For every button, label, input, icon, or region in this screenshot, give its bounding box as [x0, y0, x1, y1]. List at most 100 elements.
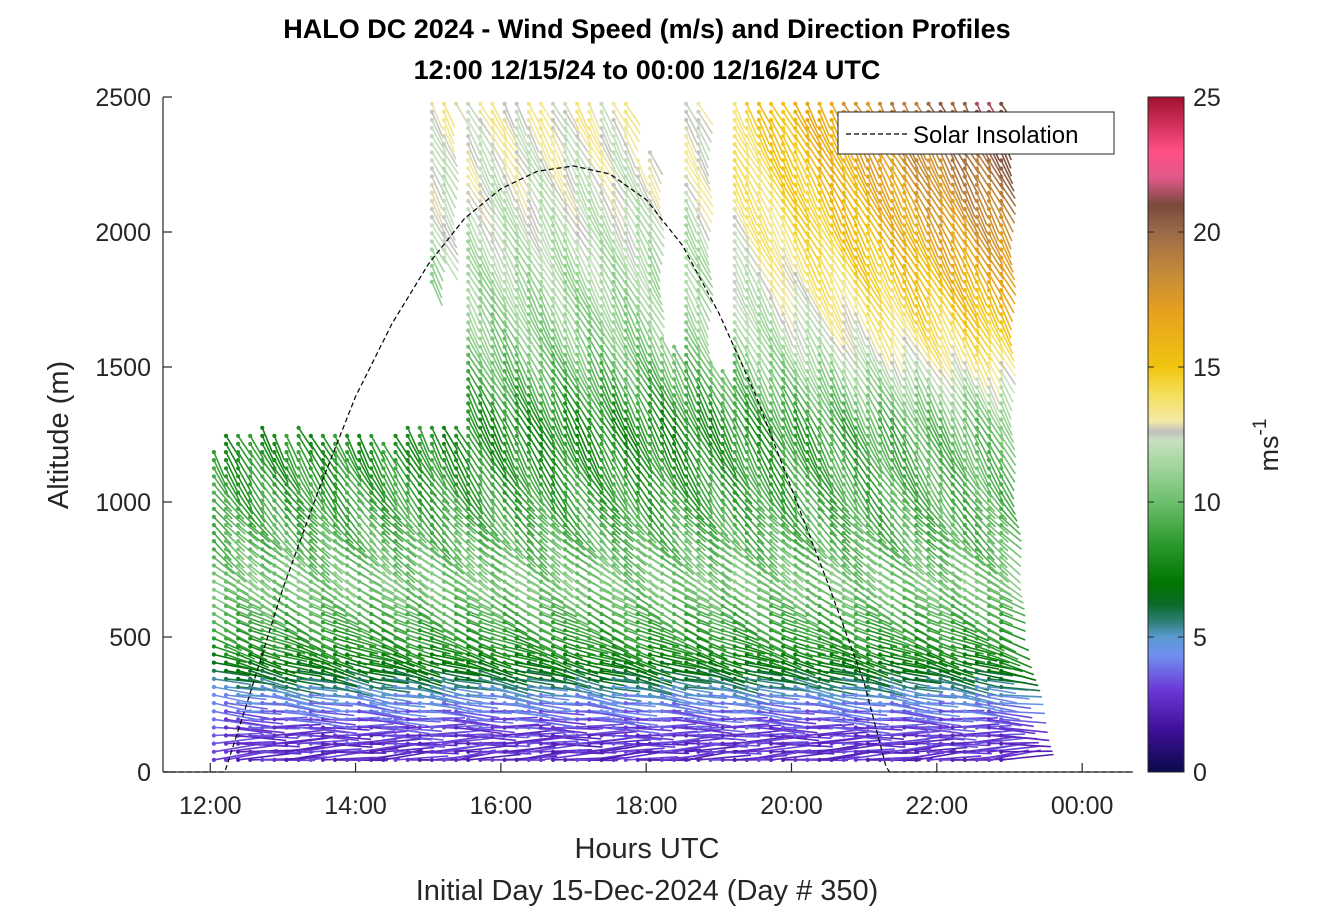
wind-barb-dot	[659, 417, 665, 422]
wind-barb-dot	[587, 603, 592, 609]
wind-barb-dot	[611, 555, 616, 560]
wind-barb-dot	[684, 652, 689, 657]
wind-barb-dot	[575, 490, 580, 495]
wind-barb	[491, 281, 507, 305]
wind-barb	[612, 330, 628, 354]
wind-barb-dot	[538, 190, 544, 195]
wind-barb-dot	[357, 498, 362, 503]
wind-barb-dot	[696, 304, 701, 309]
wind-barb	[685, 159, 701, 184]
wind-barb-dot	[502, 692, 507, 698]
wind-barb-dot	[490, 506, 495, 511]
wind-barb-dot	[405, 652, 410, 657]
wind-barb-dot	[611, 288, 616, 293]
wind-barb-dot	[538, 126, 544, 131]
wind-barb-dot	[575, 450, 580, 455]
wind-barb	[431, 176, 444, 201]
wind-barb-dot	[635, 369, 640, 374]
wind-barb-dot	[538, 668, 544, 673]
wind-barb-dot	[684, 458, 689, 463]
wind-barb-dot	[623, 215, 628, 220]
wind-barb-dot	[223, 571, 229, 576]
wind-barb-dot	[211, 652, 216, 657]
wind-barb	[540, 330, 554, 354]
wind-barb-dot	[611, 450, 616, 455]
wind-barb	[649, 621, 674, 634]
wind-barb	[394, 475, 410, 500]
wind-barb-dot	[441, 182, 447, 187]
wind-barb	[649, 354, 661, 380]
wind-barb-dot	[672, 668, 677, 673]
wind-barb	[467, 467, 482, 492]
wind-barb	[322, 661, 356, 677]
wind-barb-dot	[369, 539, 374, 544]
wind-barb	[358, 443, 370, 469]
wind-barb	[588, 281, 600, 307]
wind-barb-dot	[441, 441, 447, 446]
wind-barb-dot	[260, 644, 265, 649]
wind-barb-dot	[514, 530, 519, 536]
wind-barb-dot	[526, 352, 531, 357]
wind-barb-dot	[550, 603, 556, 609]
wind-barb-dot	[575, 425, 580, 430]
wind-barb-dot	[696, 279, 701, 284]
wind-barb	[515, 435, 529, 460]
wind-barb-dot	[466, 150, 471, 155]
wind-barb-dot	[696, 676, 701, 682]
wind-barb-dot	[611, 514, 616, 520]
wind-barb	[370, 516, 391, 536]
wind-barb-dot	[405, 660, 410, 665]
wind-barb-dot	[563, 336, 568, 341]
wind-barb-dot	[708, 709, 713, 714]
wind-barb	[479, 435, 494, 459]
wind-barb	[649, 281, 663, 306]
wind-barb-dot	[260, 506, 265, 511]
wind-barb-dot	[563, 320, 568, 325]
wind-barb-dot	[514, 320, 519, 325]
wind-barb-dot	[538, 134, 544, 139]
wind-barb-dot	[514, 676, 519, 682]
wind-barb-dot	[345, 660, 350, 665]
wind-barb-dot	[563, 579, 568, 584]
wind-barb-dot	[478, 741, 483, 746]
wind-barb-dot	[272, 490, 277, 495]
wind-barb-dot	[599, 166, 604, 171]
wind-barb-dot	[647, 182, 653, 187]
wind-barb-dot	[272, 692, 277, 698]
wind-barb	[649, 273, 662, 298]
wind-barb	[649, 629, 675, 640]
wind-barb-dot	[514, 628, 519, 633]
wind-barb-dot	[672, 636, 677, 641]
wind-barb-dot	[659, 369, 665, 374]
wind-barb-dot	[502, 360, 507, 365]
wind-barb-dot	[587, 644, 592, 649]
wind-barb	[515, 354, 529, 379]
wind-barb-dot	[538, 620, 544, 625]
wind-barb-dot	[696, 174, 701, 179]
wind-barb	[685, 394, 698, 420]
wind-barb-dot	[490, 344, 495, 349]
wind-barb	[564, 403, 578, 428]
wind-barb	[540, 734, 589, 742]
wind-barb-dot	[502, 506, 507, 511]
wind-barb-dot	[563, 425, 568, 430]
wind-barb-dot	[393, 587, 398, 592]
wind-barb	[552, 233, 564, 258]
wind-barb-dot	[550, 385, 556, 390]
wind-barb-dot	[526, 336, 531, 341]
wind-barb-dot	[550, 231, 556, 236]
wind-barb-dot	[538, 749, 544, 754]
wind-barb-dot	[514, 174, 519, 179]
wind-barb-dot	[647, 377, 653, 382]
wind-barb	[661, 730, 711, 737]
wind-barb-dot	[381, 668, 386, 673]
wind-barb-dot	[563, 660, 568, 665]
wind-barb-dot	[320, 660, 325, 665]
wind-barb-dot	[417, 482, 422, 487]
wind-barb	[685, 403, 699, 428]
wind-barb-dot	[647, 296, 653, 301]
wind-barb-dot	[575, 587, 580, 592]
wind-barb	[285, 459, 299, 484]
wind-barb-dot	[454, 749, 459, 754]
wind-barb	[503, 435, 516, 461]
